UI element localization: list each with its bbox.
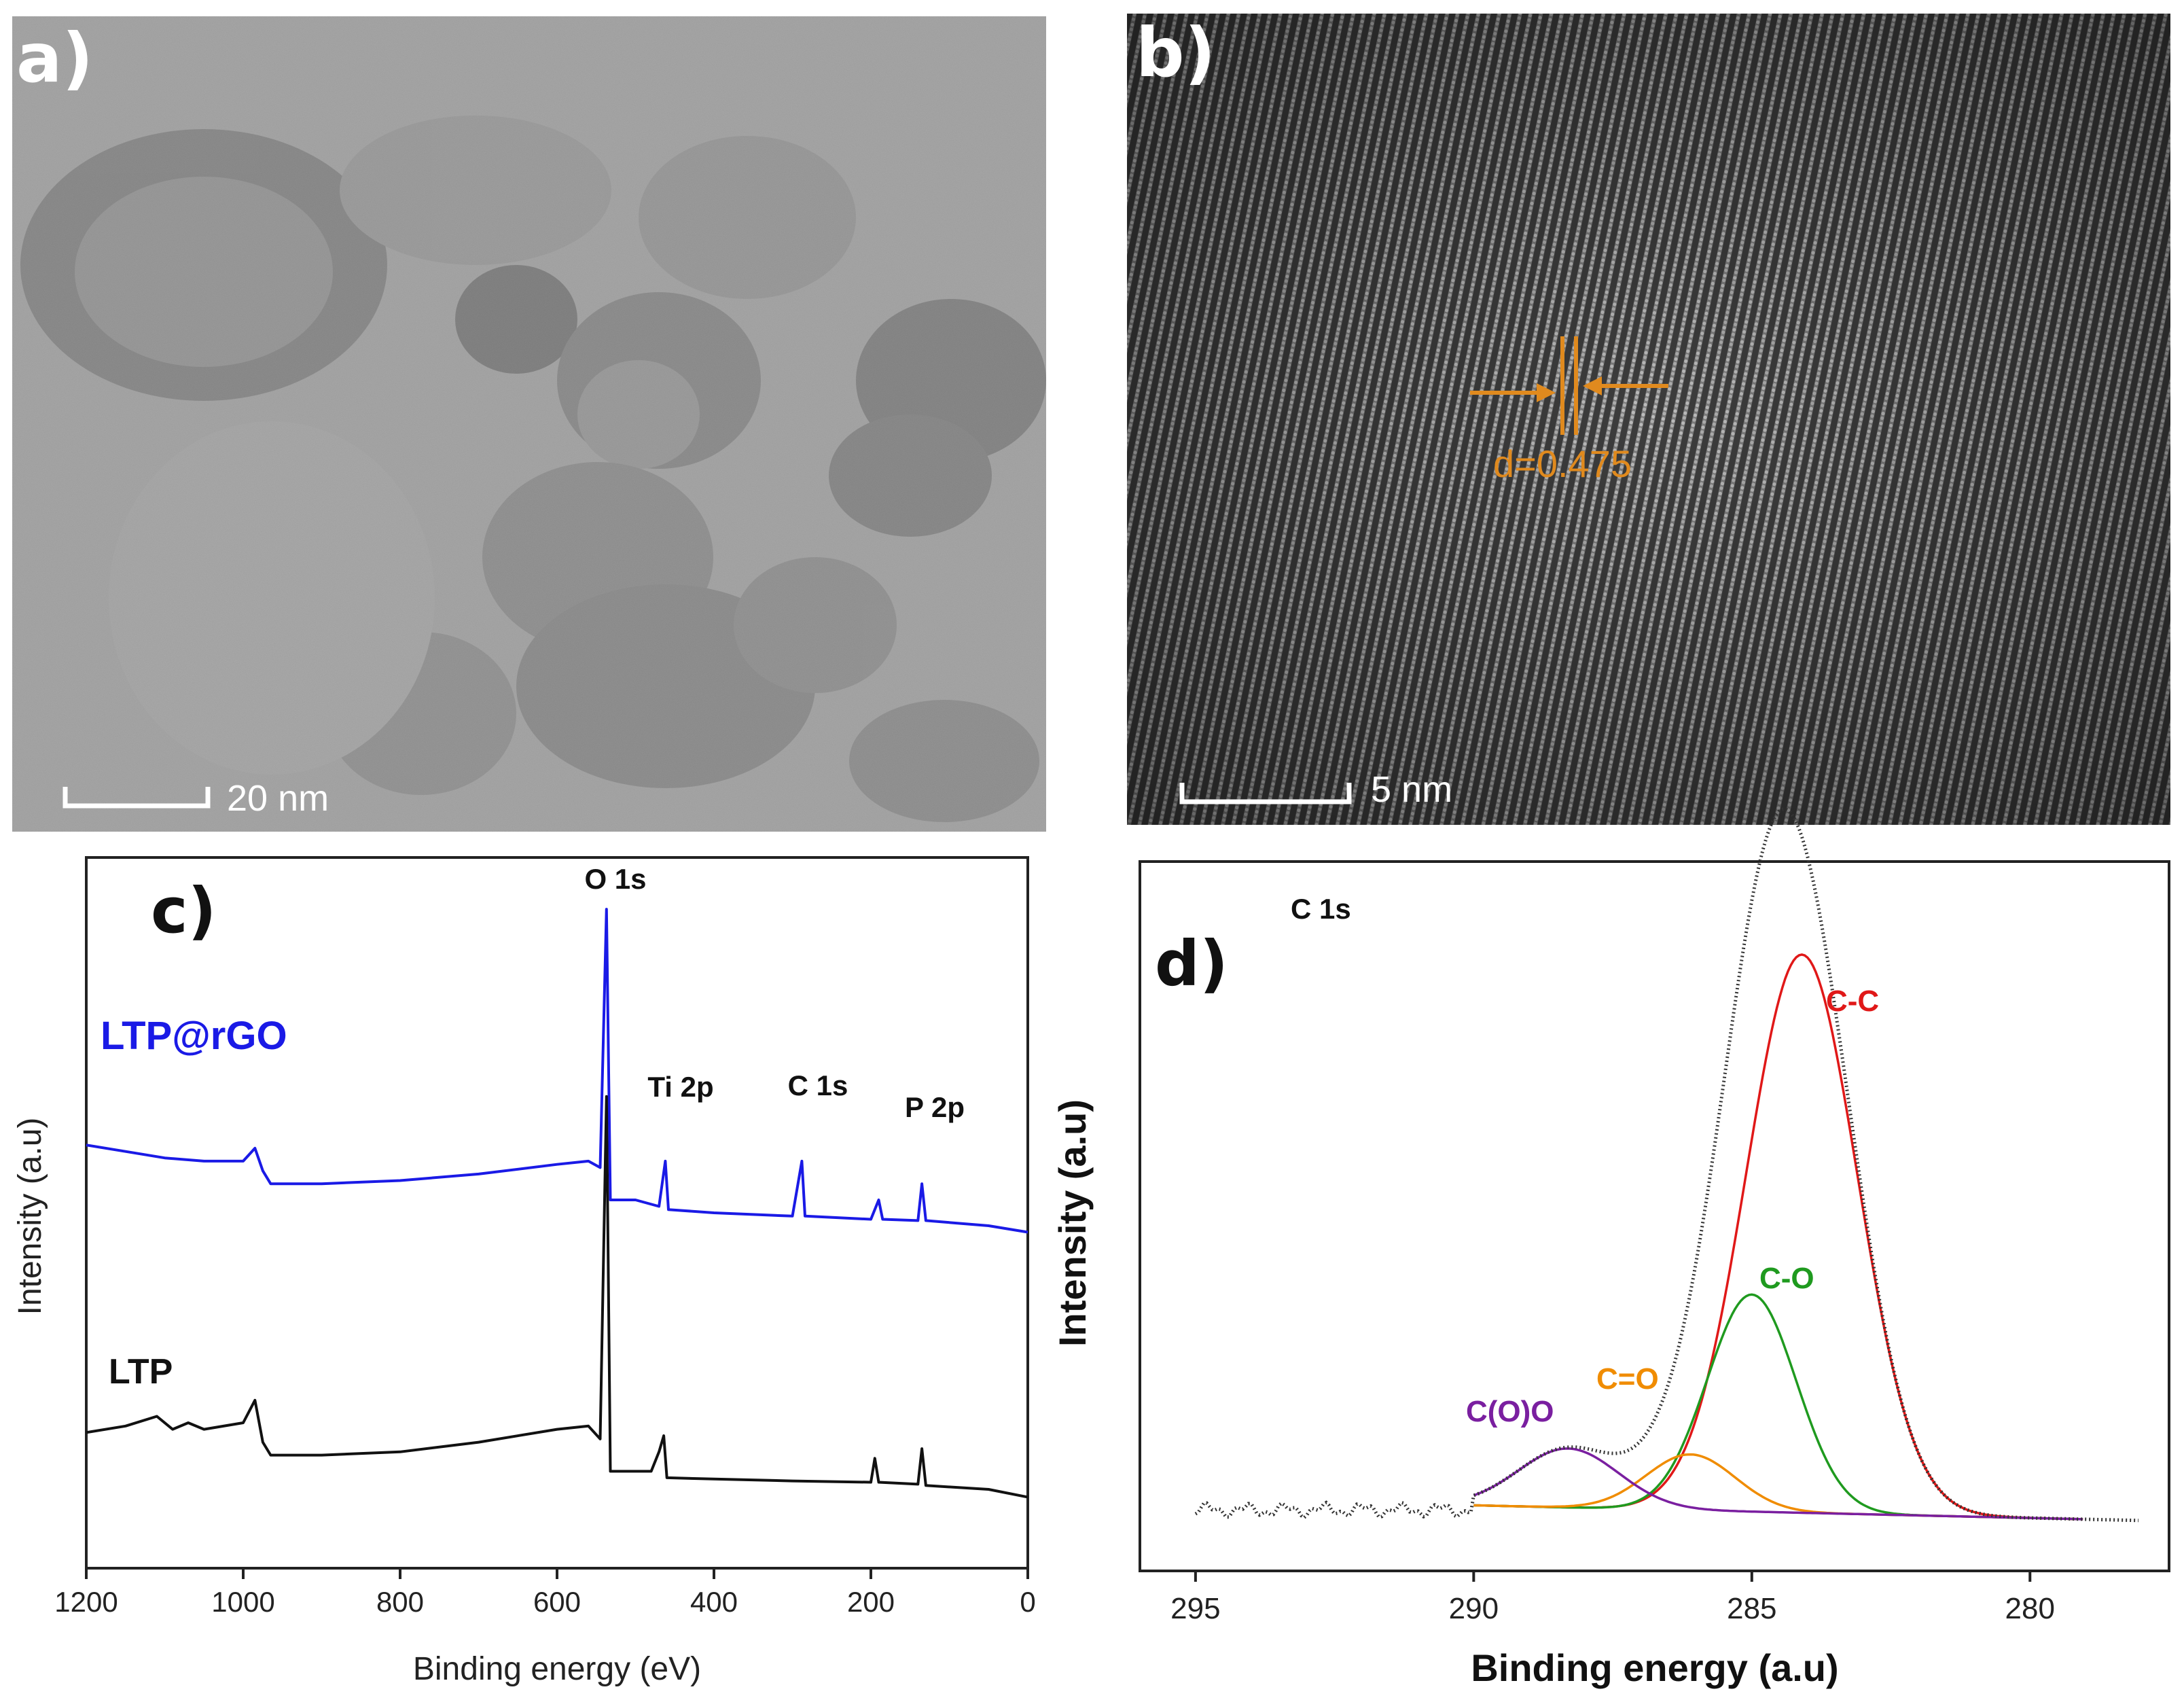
chart-d-ylabel: Intensity (a.u) [1051,1099,1094,1347]
chart-c-xlabel: Binding energy (eV) [413,1651,701,1687]
peak-curve-c-c [1473,953,2083,1521]
d-spacing-label: d=0.475 [1493,442,1632,485]
series-label-ltp: LTP [109,1352,173,1392]
chart-d-series [1194,807,2139,1523]
chart-d-frame [1139,860,2170,1572]
peak-label-c-o: C-O [1759,1262,1814,1295]
chart-d-xtick-label: 280 [2005,1592,2055,1625]
chart-d-title: C 1s [1291,893,1351,925]
panel-a-tem-image [12,16,1046,832]
peak-label-c-o-o: C(O)O [1466,1395,1554,1428]
panel-a-scalebar-label: 20 nm [227,778,329,819]
series-line-ltp-rgo [86,908,1028,1234]
chart-c-xtick-label: 400 [690,1586,738,1618]
annotation-o1s: O 1s [584,863,646,895]
series-label-ltp-rgo: LTP@rGO [101,1014,287,1058]
peak-curve-c-double-o [1473,1453,2083,1521]
chart-d-x-ticks: 295 290 285 280 [1170,1571,2055,1625]
panel-b-scalebar [1179,783,1352,804]
series-line-ltp [86,1095,1028,1499]
peak-label-c-c: C-C [1826,985,1879,1018]
annotation-p2p: P 2p [905,1091,965,1123]
chart-c-frame [85,856,1029,1570]
panel-b-scalebar-label: 5 nm [1371,769,1452,810]
chart-c-xtick-label: 0 [1020,1586,1035,1618]
chart-c-xtick-label: 600 [533,1586,581,1618]
chart-c-xtick-label: 200 [847,1586,895,1618]
panel-b-letter: b) [1136,13,1215,92]
envelope-data-points [1194,807,2139,1523]
peak-curve-c-o [1473,1293,2083,1521]
annotation-ti2p: Ti 2p [647,1071,713,1103]
chart-c-xtick-label: 1200 [54,1586,118,1618]
panel-d-letter: d) [1155,927,1228,1000]
annotation-c1s: C 1s [788,1069,848,1101]
chart-c-xtick-label: 800 [376,1586,424,1618]
panel-a-letter: a) [16,18,93,98]
chart-d-xtick-label: 290 [1449,1592,1499,1625]
panel-c-letter: c) [151,874,217,947]
d-spacing-marker [1470,336,1668,435]
chart-d-xtick-label: 295 [1170,1592,1220,1625]
peak-curve-c-o-o [1473,1447,2083,1521]
chart-c-ylabel: Intensity (a.u) [12,1118,48,1315]
chart-c-x-ticks: 1200 1000 800 600 400 200 0 [54,1568,1036,1618]
chart-c-series [86,908,1028,1499]
chart-d-xtick-label: 285 [1727,1592,1776,1625]
chart-c-xtick-label: 1000 [211,1586,274,1618]
peak-label-c-double-o: C=O [1596,1362,1659,1396]
panel-a-scalebar [62,787,211,809]
chart-d-xlabel: Binding energy (a.u) [1471,1646,1838,1689]
panel-b-hrtem-image [1127,14,2170,825]
